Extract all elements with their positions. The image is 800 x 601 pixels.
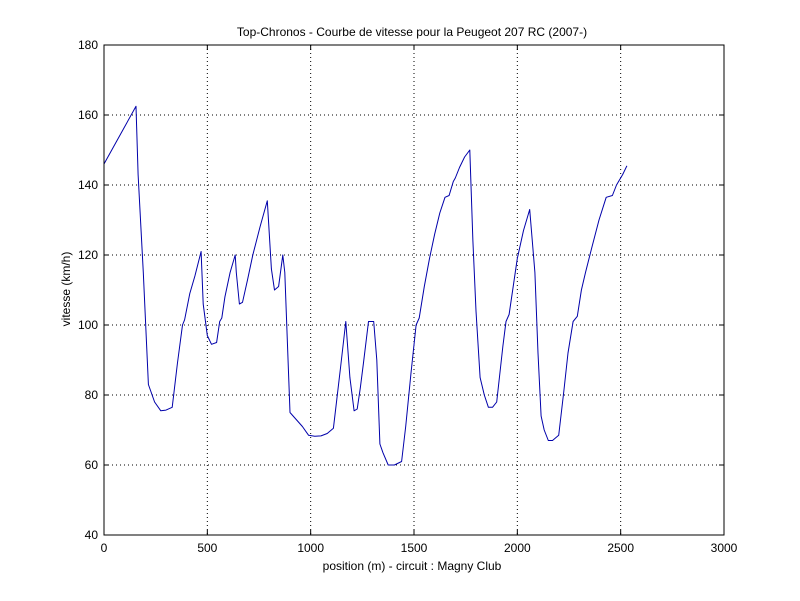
y-tick-label: 180: [78, 38, 98, 52]
speed-curve: [103, 105, 628, 466]
x-tick-label: 3000: [711, 541, 738, 555]
x-tick-label: 1000: [297, 541, 324, 555]
x-tick-label: 500: [197, 541, 217, 555]
x-tick-label: 2500: [607, 541, 634, 555]
axis-ticks: 0 500 1000 1500 2000 2500 3000 40 60 80 100 120 140 1…: [78, 38, 738, 555]
x-tick-label: 1500: [401, 541, 428, 555]
y-tick-label: 140: [78, 178, 98, 192]
y-axis-label: vitesse (km/h): [59, 252, 73, 327]
x-axis-label: position (m) - circuit : Magny Club: [323, 559, 502, 573]
y-tick-label: 100: [78, 318, 98, 332]
y-tick-label: 160: [78, 108, 98, 122]
grid-lines: [104, 45, 724, 535]
x-tick-label: 0: [101, 541, 108, 555]
y-tick-label: 60: [85, 458, 99, 472]
y-tick-label: 40: [85, 528, 99, 542]
y-tick-label: 80: [85, 388, 99, 402]
series-line: [103, 105, 628, 466]
x-tick-label: 2000: [504, 541, 531, 555]
chart-title: Top-Chronos - Courbe de vitesse pour la …: [237, 25, 587, 39]
y-tick-label: 120: [78, 248, 98, 262]
